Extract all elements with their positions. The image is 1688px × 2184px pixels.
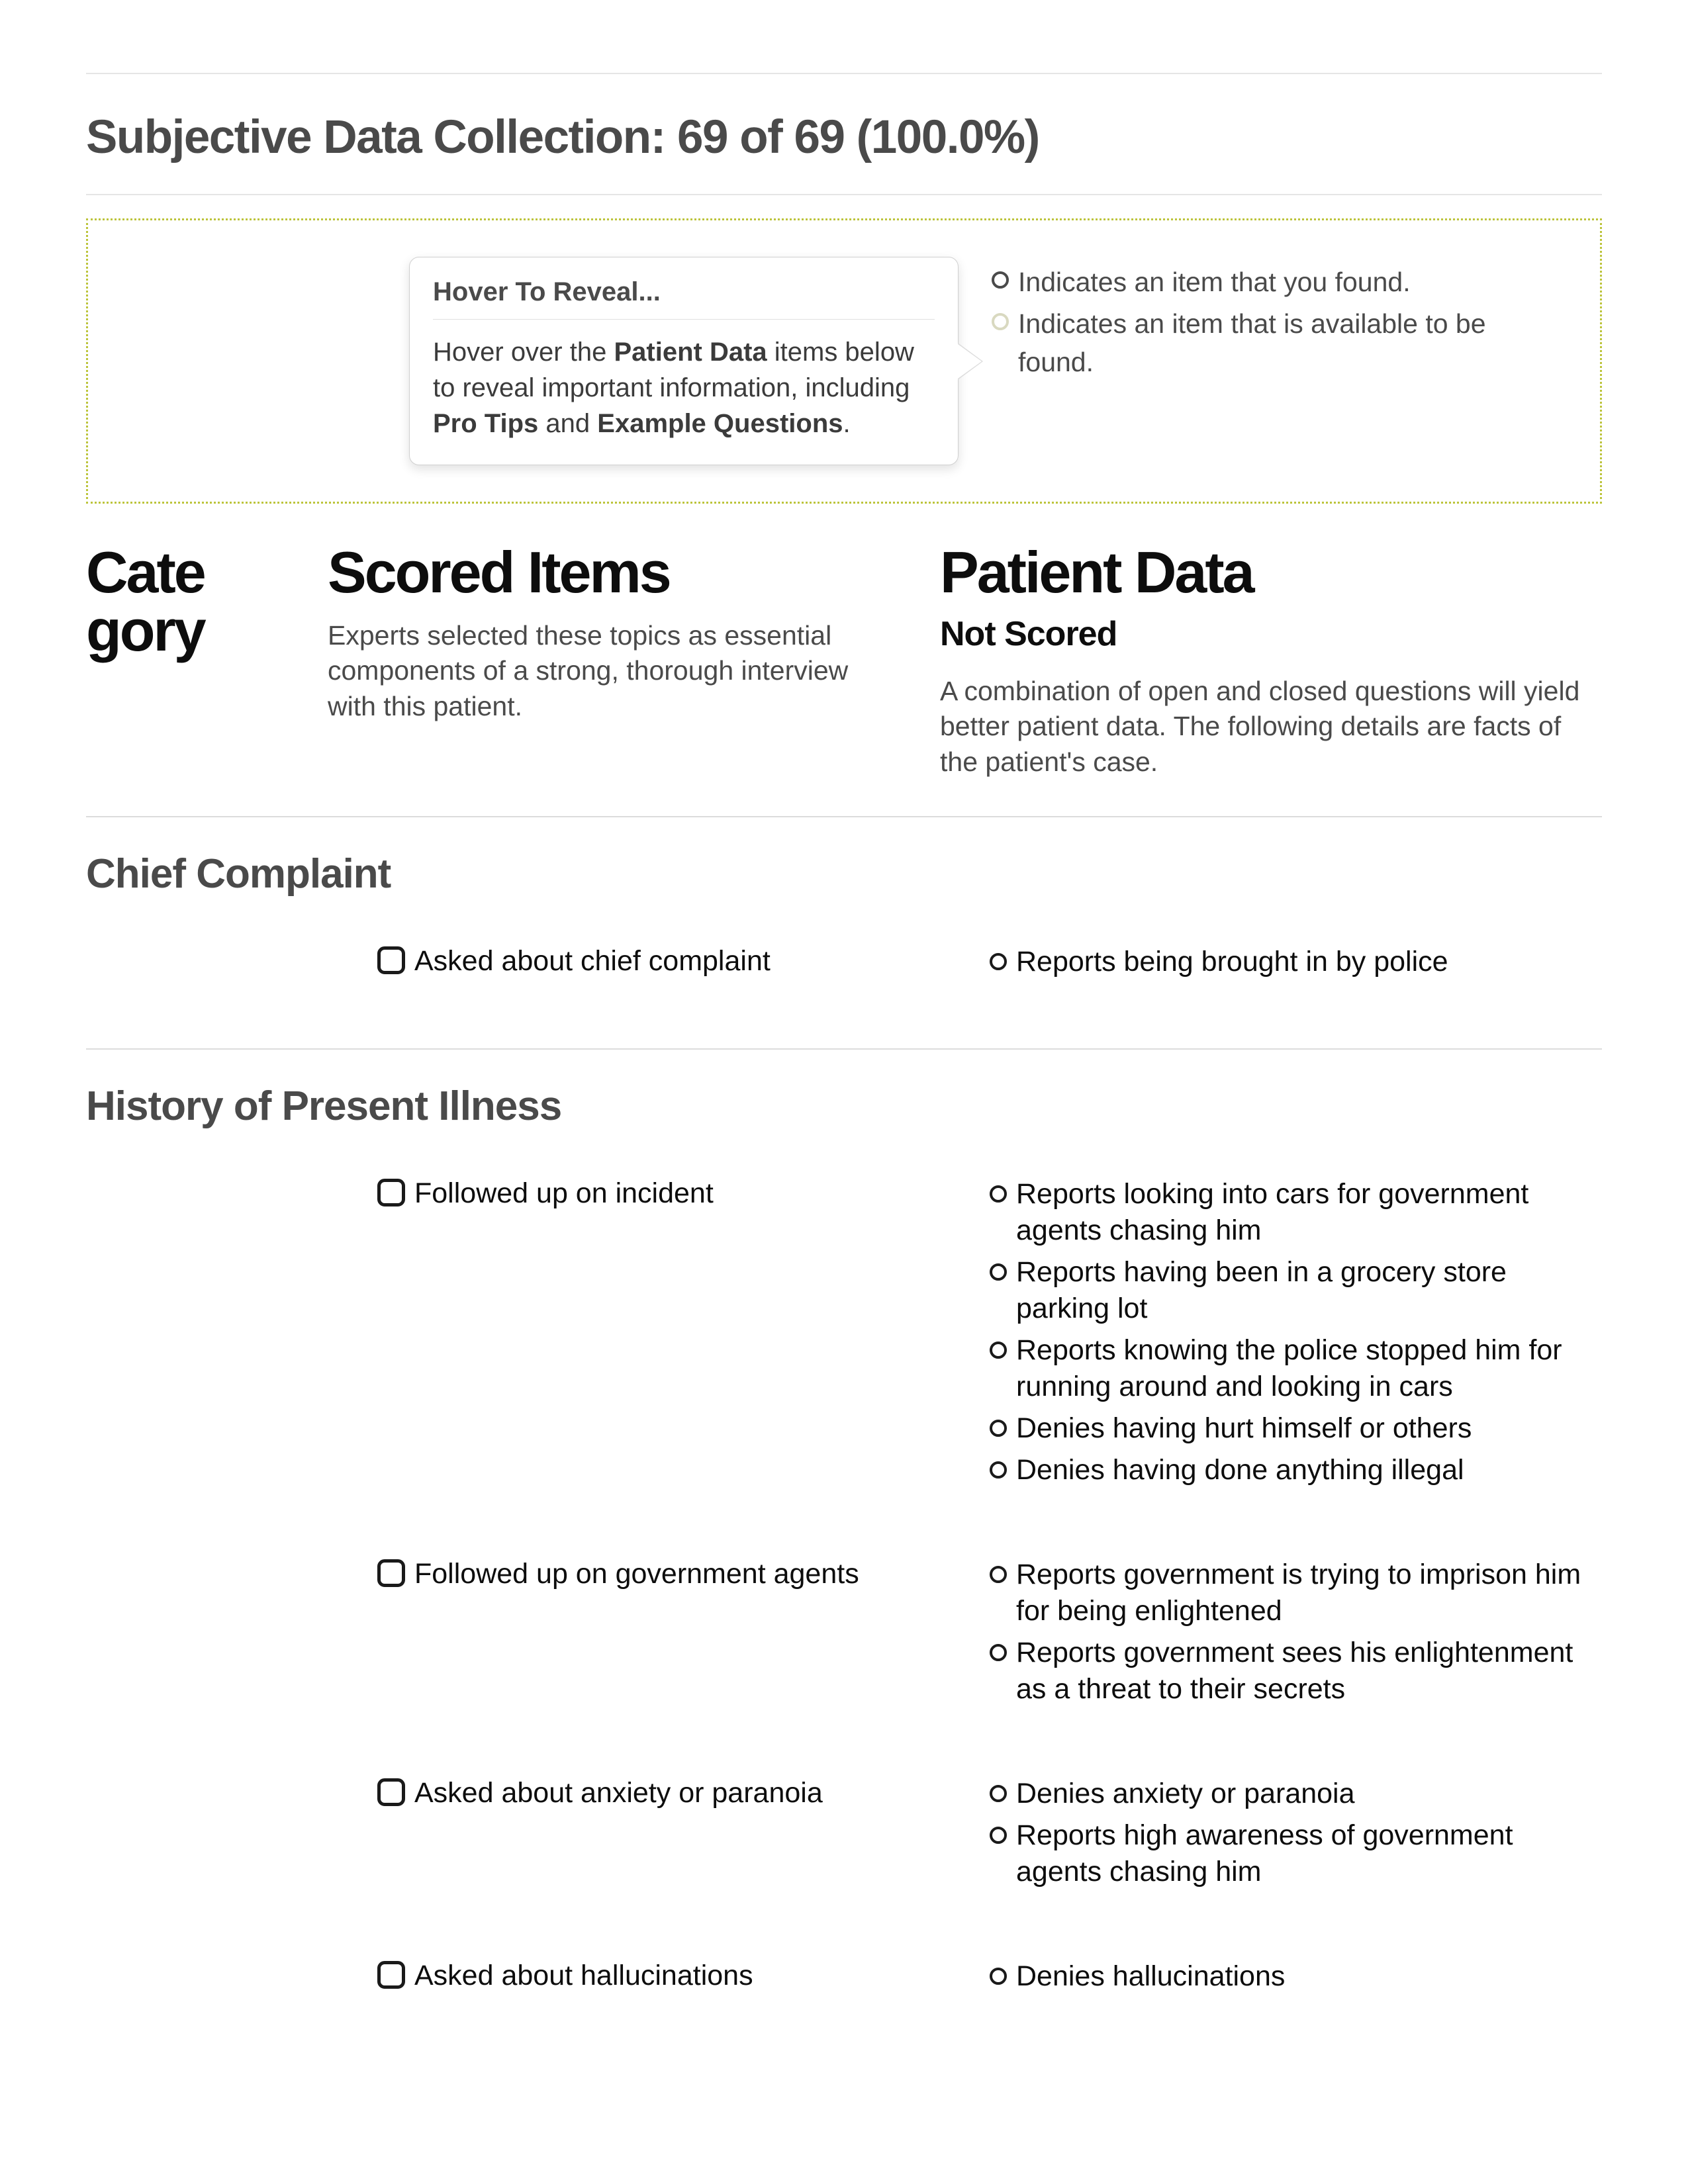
legend-found-line: Indicates an item that you found. [992,263,1564,301]
hover-card-divider [433,319,935,320]
info-box: Hover To Reveal... Hover over the Patien… [86,218,1602,504]
hover-body-bold1: Patient Data [614,338,767,367]
hover-body-suffix: . [843,409,851,438]
hover-body-prefix: Hover over the [433,338,614,367]
found-circle-icon [990,1263,1007,1281]
checkbox-icon[interactable] [377,1778,405,1806]
scored-item-label: Followed up on incident [414,1176,714,1212]
found-circle-icon [992,271,1009,289]
patient-title: Patient Data [940,543,1602,602]
patient-data-cell: Reports being brought in by police [990,944,1602,985]
scored-item[interactable]: Followed up on incident [377,1176,953,1212]
patient-data-line[interactable]: Denies having hurt himself or others [990,1410,1602,1447]
scored-item-label: Asked about hallucinations [414,1958,753,1994]
hover-card-title: Hover To Reveal... [433,277,935,307]
item-row: Asked about hallucinations Denies halluci… [86,1958,1602,2000]
hover-body-bold2: Pro Tips [433,409,538,438]
section-title: History of Present Illness [86,1083,1602,1130]
title-divider [86,194,1602,195]
patient-data-cell: Reports looking into cars for government… [990,1176,1602,1494]
found-circle-icon [990,1644,1007,1661]
legend-available-line: Indicates an item that is available to b… [992,305,1564,381]
found-circle-icon [990,1566,1007,1583]
available-circle-icon [992,313,1009,330]
checkbox-icon[interactable] [377,1179,405,1206]
section-divider [86,1048,1602,1050]
checkbox-icon[interactable] [377,946,405,974]
scored-item-label: Followed up on government agents [414,1557,859,1592]
checkbox-icon[interactable] [377,1559,405,1587]
hover-body-mid2: and [538,409,597,438]
scored-column-header: Scored Items Experts selected these topi… [328,543,904,724]
scored-item[interactable]: Followed up on government agents [377,1557,953,1592]
patient-data-line[interactable]: Denies having done anything illegal [990,1452,1602,1488]
scored-item-label: Asked about chief complaint [414,944,771,979]
patient-desc: A combination of open and closed questio… [940,674,1602,780]
legend: Indicates an item that you found. Indica… [992,257,1564,385]
hover-card-body: Hover over the Patient Data items below … [433,334,935,441]
checkbox-icon[interactable] [377,1961,405,1989]
patient-data-text: Reports high awareness of government age… [1016,1817,1602,1890]
page-title: Subjective Data Collection: 69 of 69 (10… [86,111,1602,164]
scored-desc: Experts selected these topics as essenti… [328,618,904,724]
legend-found-text: Indicates an item that you found. [1018,263,1564,301]
patient-data-cell: Reports government is trying to imprison… [990,1557,1602,1713]
hover-body-bold3: Example Questions [597,409,843,438]
column-headers-row: Cate gory Scored Items Experts selected … [86,543,1602,780]
scored-item[interactable]: Asked about chief complaint [377,944,953,979]
item-row: Followed up on incident Reports looking i… [86,1176,1602,1494]
patient-data-line[interactable]: Reports government sees his enlightenmen… [990,1635,1602,1707]
patient-data-text: Denies having hurt himself or others [1016,1410,1602,1447]
found-circle-icon [990,953,1007,970]
patient-data-text: Reports looking into cars for government… [1016,1176,1602,1249]
found-circle-icon [990,1968,1007,1985]
item-row: Asked about chief complaint Reports being… [86,944,1602,985]
item-row: Asked about anxiety or paranoia Denies an… [86,1776,1602,1895]
patient-data-text: Reports having been in a grocery store p… [1016,1254,1602,1327]
found-circle-icon [990,1185,1007,1203]
patient-data-line[interactable]: Denies hallucinations [990,1958,1602,1995]
patient-data-text: Reports government is trying to imprison… [1016,1557,1602,1629]
patient-subtitle: Not Scored [940,614,1602,654]
section-divider [86,816,1602,817]
item-row: Followed up on government agents Reports … [86,1557,1602,1713]
patient-data-line[interactable]: Reports knowing the police stopped him f… [990,1332,1602,1405]
patient-data-text: Denies having done anything illegal [1016,1452,1602,1488]
patient-data-text: Denies anxiety or paranoia [1016,1776,1602,1812]
sections-container: Chief Complaint Asked about chief complai… [86,816,1602,2001]
patient-data-line[interactable]: Reports having been in a grocery store p… [990,1254,1602,1327]
found-circle-icon [990,1342,1007,1359]
patient-data-line[interactable]: Reports looking into cars for government… [990,1176,1602,1249]
found-circle-icon [990,1461,1007,1479]
category-column-header: Cate gory [86,543,291,676]
scored-item[interactable]: Asked about anxiety or paranoia [377,1776,953,1811]
section-title: Chief Complaint [86,850,1602,897]
top-divider [86,73,1602,74]
patient-data-text: Reports knowing the police stopped him f… [1016,1332,1602,1405]
patient-data-line[interactable]: Reports high awareness of government age… [990,1817,1602,1890]
hover-reveal-card[interactable]: Hover To Reveal... Hover over the Patien… [409,257,959,465]
scored-title: Scored Items [328,543,904,602]
found-circle-icon [990,1827,1007,1844]
chevron-right-icon [958,343,983,380]
found-circle-icon [990,1785,1007,1802]
patient-data-text: Denies hallucinations [1016,1958,1602,1995]
patient-data-text: Reports government sees his enlightenmen… [1016,1635,1602,1707]
patient-data-line[interactable]: Denies anxiety or paranoia [990,1776,1602,1812]
patient-data-text: Reports being brought in by police [1016,944,1602,980]
patient-data-line[interactable]: Reports government is trying to imprison… [990,1557,1602,1629]
patient-data-line[interactable]: Reports being brought in by police [990,944,1602,980]
scored-item[interactable]: Asked about hallucinations [377,1958,953,1994]
found-circle-icon [990,1420,1007,1437]
scored-item-label: Asked about anxiety or paranoia [414,1776,823,1811]
legend-available-text: Indicates an item that is available to b… [1018,305,1564,381]
patient-data-cell: Denies hallucinations [990,1958,1602,2000]
category-title: Cate gory [86,543,291,660]
patient-column-header: Patient Data Not Scored A combination of… [940,543,1602,780]
patient-data-cell: Denies anxiety or paranoia Reports high a… [990,1776,1602,1895]
